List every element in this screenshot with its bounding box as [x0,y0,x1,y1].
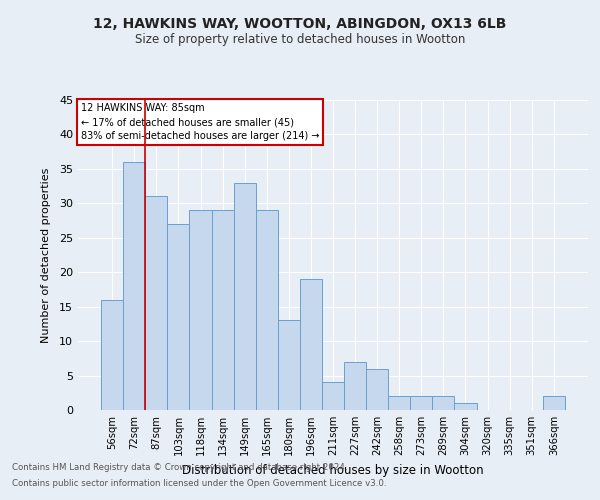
Bar [454,403,476,410]
Bar [123,162,145,410]
Bar [212,210,233,410]
X-axis label: Distribution of detached houses by size in Wootton: Distribution of detached houses by size … [182,464,484,476]
Bar [233,182,256,410]
Text: 12, HAWKINS WAY, WOOTTON, ABINGDON, OX13 6LB: 12, HAWKINS WAY, WOOTTON, ABINGDON, OX13… [94,18,506,32]
Bar [322,382,344,410]
Bar [366,368,388,410]
Bar [433,396,454,410]
Bar [278,320,300,410]
Bar [167,224,190,410]
Bar [101,300,123,410]
Text: Contains public sector information licensed under the Open Government Licence v3: Contains public sector information licen… [12,478,386,488]
Bar [388,396,410,410]
Y-axis label: Number of detached properties: Number of detached properties [41,168,50,342]
Text: 12 HAWKINS WAY: 85sqm
← 17% of detached houses are smaller (45)
83% of semi-deta: 12 HAWKINS WAY: 85sqm ← 17% of detached … [80,103,319,141]
Text: Contains HM Land Registry data © Crown copyright and database right 2024.: Contains HM Land Registry data © Crown c… [12,464,347,472]
Bar [344,362,366,410]
Bar [410,396,433,410]
Text: Size of property relative to detached houses in Wootton: Size of property relative to detached ho… [135,32,465,46]
Bar [145,196,167,410]
Bar [543,396,565,410]
Bar [300,279,322,410]
Bar [256,210,278,410]
Bar [190,210,212,410]
